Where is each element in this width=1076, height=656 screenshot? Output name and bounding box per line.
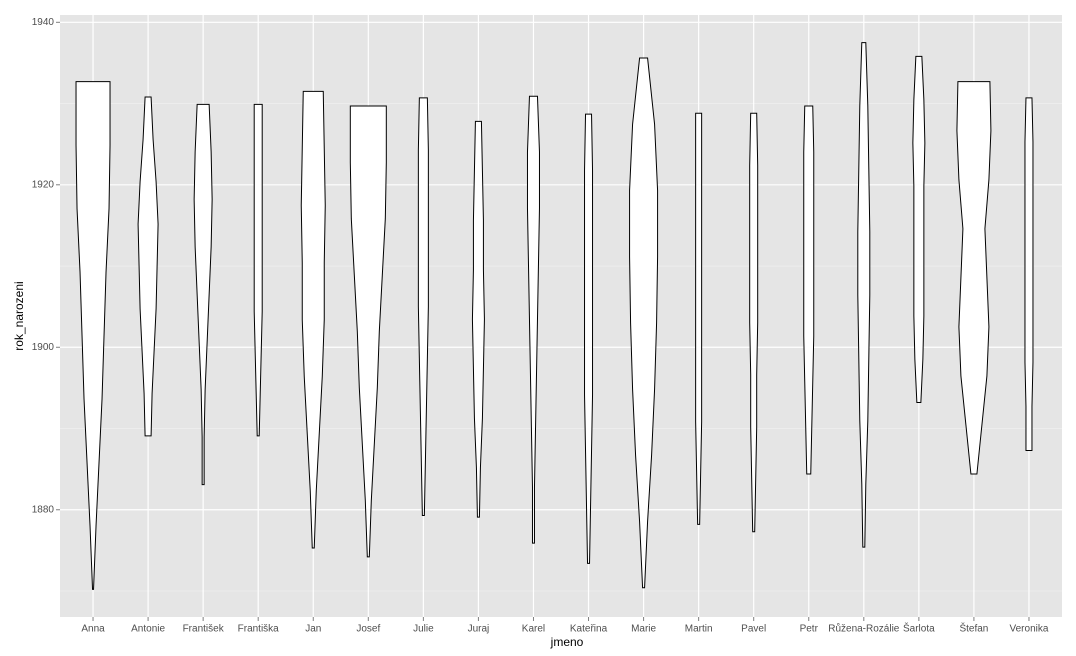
y-tick-label: 1900 (32, 342, 55, 353)
x-tick-label: Juraj (468, 624, 490, 635)
x-tick-label: Růžena-Rozálie (828, 623, 900, 635)
violin (956, 81, 992, 475)
violin (629, 57, 659, 589)
violin (803, 105, 815, 475)
violin (1024, 97, 1034, 451)
x-tick-label: Josef (356, 624, 380, 635)
x-tick-label: Šarlota (903, 622, 935, 635)
y-tick-label: 1880 (32, 504, 55, 515)
violin (417, 97, 429, 516)
violin (75, 81, 111, 590)
x-tick-label: Antonie (131, 624, 165, 635)
x-tick-label: Martin (685, 624, 713, 635)
x-tick-label: Karel (522, 624, 545, 635)
violin (137, 96, 159, 437)
violin (193, 103, 213, 486)
violin (526, 95, 540, 544)
x-axis-title: jmeno (550, 635, 584, 649)
x-tick-label: Julie (413, 624, 434, 635)
violin (471, 120, 485, 518)
x-tick-label: Veronika (1010, 624, 1049, 635)
x-tick-label: Štefan (959, 622, 988, 635)
x-tick-label: Pavel (741, 624, 766, 635)
violin (695, 112, 703, 525)
y-axis-title: rok_narozeni (12, 281, 26, 350)
x-tick-label: Anna (81, 624, 105, 635)
violin (253, 103, 263, 437)
violin (349, 105, 387, 558)
violin (749, 112, 759, 533)
violin (584, 113, 594, 564)
x-tick-label: Petr (800, 624, 819, 635)
violins (75, 42, 1034, 590)
violin (300, 90, 326, 549)
x-tick-label: Jan (305, 624, 321, 635)
violin (857, 42, 871, 548)
violin (912, 55, 926, 404)
y-tick-label: 1920 (32, 179, 55, 190)
x-tick-label: Františka (238, 624, 280, 635)
plot-panel (60, 15, 1062, 617)
x-tick-label: Kateřina (570, 624, 608, 635)
x-tick-label: František (183, 624, 225, 635)
x-tick-label: Marie (631, 624, 656, 635)
y-tick-label: 1940 (32, 17, 55, 28)
